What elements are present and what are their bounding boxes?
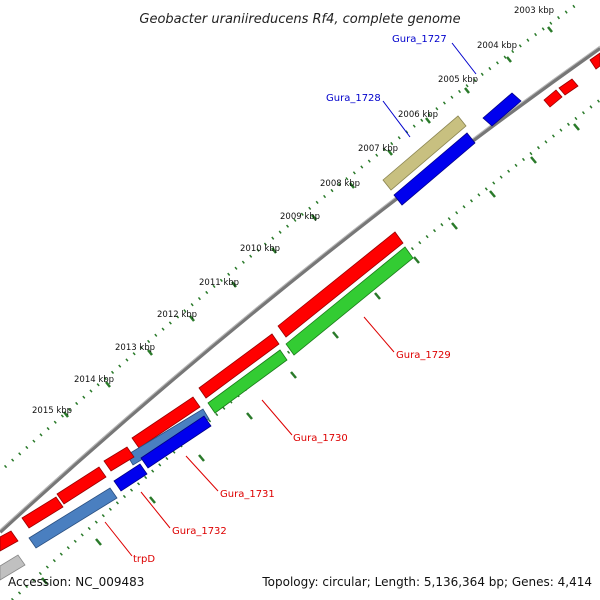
gene-gura-1727-blue <box>393 132 476 206</box>
gene-gura-1730-red <box>198 333 280 399</box>
gene-label-gura-1729: Gura_1729 <box>396 350 451 361</box>
tick-label-2009: 2009 kbp <box>280 212 320 222</box>
gene-gura-1732-red <box>103 446 135 472</box>
label-leader-lines <box>104 42 477 557</box>
gene-gura-1732-red-2 <box>56 466 107 505</box>
map-title: Geobacter uraniireducens Rf4, complete g… <box>139 12 460 27</box>
gene-trpd-steelblue <box>28 487 118 549</box>
gene-gura-1727-blue-top <box>482 92 522 127</box>
gene-labels: Gura_1727 Gura_1728 Gura_1729 Gura_1730 … <box>133 34 451 565</box>
reverse-strand-genes <box>0 132 476 581</box>
forward-strand-genes <box>382 52 600 191</box>
gene-top-right-red-3 <box>589 52 600 70</box>
tick-label-2015: 2015 kbp <box>32 406 72 416</box>
inner-tick-ring <box>10 98 600 600</box>
gene-trpd-red <box>21 496 64 529</box>
gene-gura-1731-red <box>131 396 201 449</box>
gene-label-gura-1731: Gura_1731 <box>220 489 275 500</box>
gene-label-trpd: trpD <box>133 554 155 565</box>
genome-backbone <box>0 46 600 534</box>
gene-label-gura-1730: Gura_1730 <box>293 433 348 444</box>
tick-label-2012: 2012 kbp <box>157 310 197 320</box>
tick-label-2007: 2007 kbp <box>358 144 398 154</box>
gene-top-right-red-2 <box>558 78 579 96</box>
outer-major-ticks <box>63 26 553 418</box>
gene-gura-1729-green <box>285 246 414 356</box>
inner-major-ticks <box>41 123 580 585</box>
gene-gura-1730-green <box>207 349 288 414</box>
tick-label-2005: 2005 kbp <box>438 75 478 85</box>
gene-left-red <box>0 530 19 552</box>
gene-left-gray <box>0 554 26 581</box>
tick-label-2008: 2008 kbp <box>320 179 360 189</box>
tick-label-2006: 2006 kbp <box>398 110 438 120</box>
gene-top-right-red-1 <box>543 89 563 108</box>
gene-gura-1731-blue <box>140 415 212 469</box>
genome-backbone-highlight <box>0 45 600 531</box>
gene-gura-1729-red <box>277 231 404 338</box>
gene-gura-1728-khaki <box>382 115 467 191</box>
gene-label-gura-1728: Gura_1728 <box>326 93 381 104</box>
gene-label-gura-1732: Gura_1732 <box>172 526 227 537</box>
gene-gura-1732-blue <box>113 463 148 492</box>
tick-label-2010: 2010 kbp <box>240 244 280 254</box>
accession-text: Accession: NC_009483 <box>8 575 144 589</box>
outer-tick-ring <box>3 0 581 469</box>
gene-gura-1731-steelblue <box>126 408 210 466</box>
tick-label-2014: 2014 kbp <box>74 375 114 385</box>
tick-label-2004: 2004 kbp <box>477 41 517 51</box>
tick-label-2011: 2011 kbp <box>199 278 239 288</box>
genome-summary-text: Topology: circular; Length: 5,136,364 bp… <box>261 575 592 589</box>
tick-label-2013: 2013 kbp <box>115 343 155 353</box>
tick-labels: 2003 kbp 2004 kbp 2005 kbp 2006 kbp 2007… <box>32 6 554 416</box>
gene-label-gura-1727: Gura_1727 <box>392 34 447 45</box>
tick-label-2003: 2003 kbp <box>514 6 554 16</box>
